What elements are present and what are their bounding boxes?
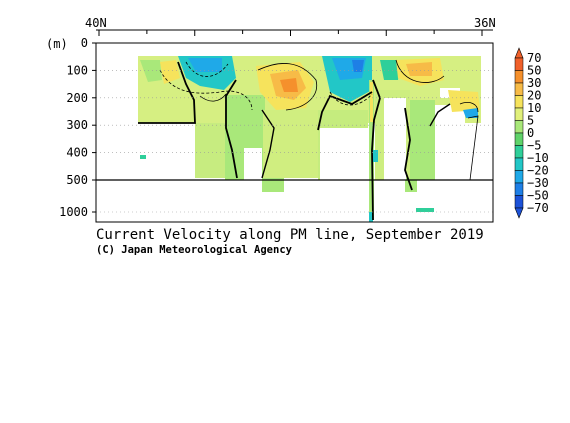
contour-zero [429, 103, 451, 127]
colorbar-level-label: −20 [527, 164, 549, 178]
contour-minor [395, 59, 445, 83]
credit-line: (C) Japan Meteorological Agency [96, 244, 293, 256]
latitude-ticks [98, 30, 483, 36]
contour-zero [138, 61, 196, 124]
negative-velocity-patch [140, 60, 162, 82]
depth-tick-label: 200 [66, 91, 88, 105]
colorbar-swatch [514, 57, 524, 71]
depth-tick-label: 0 [81, 36, 88, 50]
contour-zero [261, 109, 275, 179]
contour-minor [467, 115, 479, 181]
negative-velocity-patch [188, 58, 222, 72]
no-data-region [320, 128, 368, 180]
field-region [262, 178, 284, 192]
plot-axes [92, 29, 494, 223]
jet-column [370, 82, 373, 122]
colorbar-level-label: 20 [527, 89, 541, 103]
contour-minor [329, 91, 373, 106]
colorbar-swatch [514, 120, 524, 134]
contour-minor [257, 63, 318, 111]
depth-tick-labels: 0 100 200 300 400 500 1000 [59, 36, 88, 219]
positive-velocity-patch [160, 60, 180, 84]
contour-minor [199, 93, 227, 102]
edge-feature [140, 155, 146, 159]
no-data-region [384, 98, 406, 180]
no-data-region [435, 105, 465, 180]
depth-tick-label: 400 [66, 146, 88, 160]
colorbar-swatch [514, 182, 524, 196]
colorbar-swatch [514, 170, 524, 184]
contour-minor [159, 69, 253, 111]
contour-minor [185, 61, 229, 77]
field-region [410, 100, 435, 180]
x-label-right: 36N [474, 16, 496, 30]
edge-feature [416, 208, 434, 212]
depth-ticks [92, 42, 96, 213]
velocity-field [138, 56, 481, 222]
colorbar-bottom-arrow [514, 207, 524, 219]
y-unit-label: (m) [46, 37, 68, 51]
colorbar-level-label: 10 [527, 101, 541, 115]
colorbar-level-label: 70 [527, 51, 541, 65]
depth-tick-label: 500 [66, 173, 88, 187]
no-data-region [138, 123, 195, 183]
depth-tick-label: 300 [66, 118, 88, 132]
colorbar-swatch [514, 157, 524, 171]
depth-tick-label: 100 [66, 63, 88, 77]
colorbar-swatch [514, 145, 524, 159]
jet-column [373, 150, 378, 162]
jet-column [369, 212, 373, 222]
depth-tick-label: 1000 [59, 205, 88, 219]
positive-velocity-patch [280, 78, 298, 92]
colorbar-swatch [514, 195, 524, 209]
colorbar-top-arrow [514, 47, 524, 59]
colorbar-level-label: 0 [527, 126, 534, 140]
colorbar-level-label: −5 [527, 139, 541, 153]
edge-feature [463, 108, 478, 118]
contour-lines [138, 59, 479, 221]
colorbar-level-label: −30 [527, 176, 549, 190]
colorbar-level-label: −70 [527, 201, 549, 215]
positive-velocity-patch [448, 90, 480, 112]
colorbar-level-label: −50 [527, 189, 549, 203]
contour-zero [225, 79, 238, 179]
field-region [263, 110, 318, 178]
positive-velocity-patch [406, 62, 432, 76]
colorbar-swatch [514, 70, 524, 84]
colorbar-swatch [514, 132, 524, 146]
colorbar-level-label: 30 [527, 76, 541, 90]
contour-zero [317, 91, 373, 131]
x-label-left: 40N [85, 16, 107, 30]
colorbar-level-label: −10 [527, 151, 549, 165]
chart-title: Current Velocity along PM line, Septembe… [96, 227, 484, 243]
contour-minor [459, 102, 479, 113]
field-region [195, 123, 225, 178]
colorbar-swatch [514, 82, 524, 96]
colorbar-swatch [514, 95, 524, 109]
colorbar-level-label: 5 [527, 114, 534, 128]
colorbar-swatch [514, 107, 524, 121]
plot-frame [95, 42, 494, 223]
negative-velocity-patch [380, 60, 400, 80]
negative-velocity-patch [352, 60, 364, 72]
contour-zero [371, 79, 381, 221]
colorbar-level-label: 50 [527, 64, 541, 78]
no-data-region [244, 148, 262, 183]
